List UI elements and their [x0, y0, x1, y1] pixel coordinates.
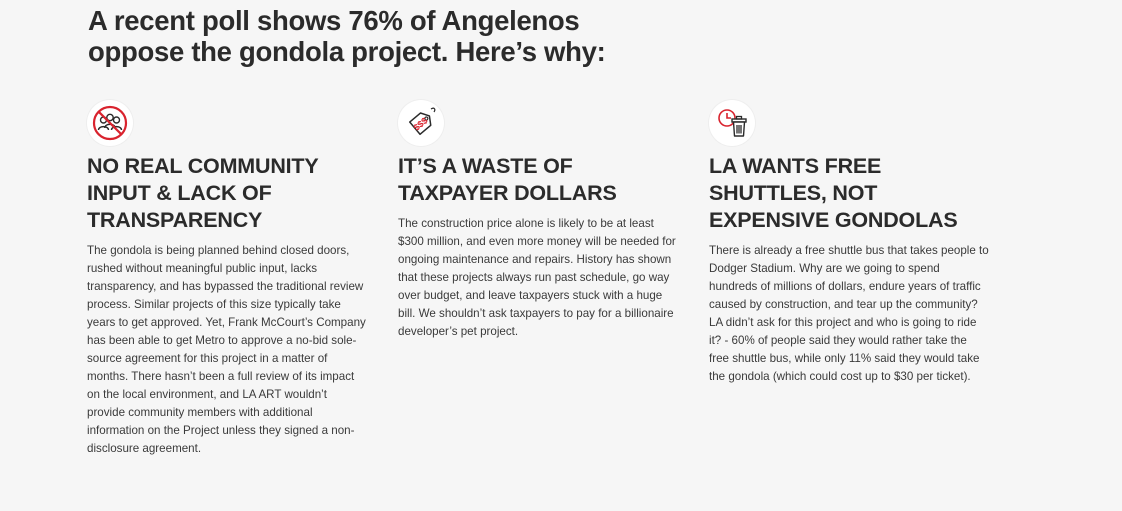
column-body: There is already a free shuttle bus that…: [709, 244, 989, 383]
page-headline: A recent poll shows 76% of Angelenos opp…: [88, 5, 606, 67]
reason-column-shuttles: LA WANTS FREE SHUTTLES, NOT EXPENSIVE GO…: [709, 100, 991, 386]
column-body: The construction price alone is likely t…: [398, 217, 676, 338]
column-title: LA WANTS FREE SHUTTLES, NOT EXPENSIVE GO…: [709, 154, 958, 232]
price-tag-icon: $$$: [398, 100, 444, 146]
reason-column-taxpayer: $$$ IT’S A WASTE OF TAXPAYER DOLLARS The…: [398, 100, 680, 341]
column-title: IT’S A WASTE OF TAXPAYER DOLLARS: [398, 154, 617, 205]
column-title: NO REAL COMMUNITY INPUT & LACK OF TRANSP…: [87, 154, 319, 232]
column-body: The gondola is being planned behind clos…: [87, 244, 366, 455]
no-community-icon: [87, 100, 133, 146]
reason-column-community: NO REAL COMMUNITY INPUT & LACK OF TRANSP…: [87, 100, 369, 458]
clock-trash-icon: [709, 100, 755, 146]
